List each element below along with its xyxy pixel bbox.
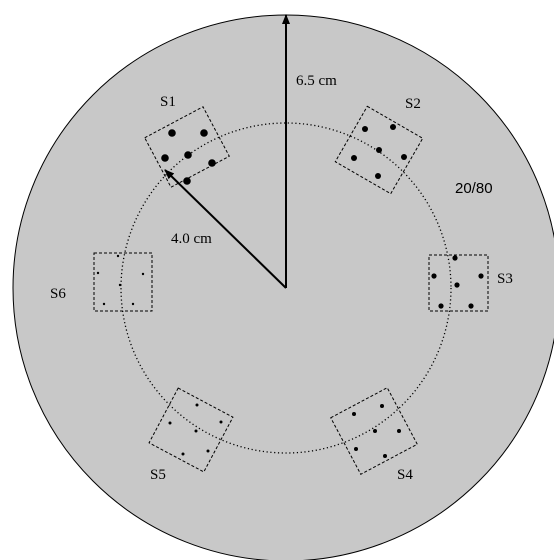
site-s5-dot — [194, 429, 198, 433]
site-s1-dot — [184, 151, 192, 159]
site-s6-dot — [116, 254, 120, 258]
site-s2-dot — [351, 155, 357, 161]
site-s3 — [428, 254, 489, 312]
site-s1-dot — [183, 177, 191, 185]
site-s2-dot — [401, 154, 407, 160]
inner-radius-label: 4.0 cm — [171, 231, 212, 247]
site-s5-dot — [206, 449, 210, 453]
site-s6-box — [93, 252, 153, 312]
inner-dotted-circle — [120, 122, 452, 454]
site-label-s2: S2 — [405, 96, 421, 112]
site-s3-dot — [454, 282, 460, 288]
site-s1-dot — [168, 129, 176, 137]
site-s2-dot — [375, 173, 381, 179]
site-s4-dot — [397, 429, 401, 433]
site-s6-dot — [96, 271, 100, 275]
site-s2-dot — [376, 147, 382, 153]
site-s5-dot — [219, 420, 223, 424]
site-label-s1: S1 — [160, 94, 176, 110]
outer-radius-label: 6.5 cm — [296, 73, 337, 89]
site-s6-dot — [141, 272, 145, 276]
site-s6-dot — [118, 283, 122, 287]
site-s6-dot — [102, 302, 106, 306]
site-s5-dot — [181, 452, 185, 456]
site-s3-box — [428, 254, 489, 312]
site-s1-dot — [161, 154, 169, 162]
inner-radius-arrow — [164, 169, 287, 289]
site-s3-dot — [468, 303, 474, 309]
ratio-label: 20/80 — [455, 180, 493, 197]
site-s4-dot — [352, 412, 356, 416]
site-s2-dot — [362, 126, 368, 132]
site-s3-dot — [431, 273, 437, 279]
site-s2-dot — [390, 124, 396, 130]
site-s3-dot — [478, 273, 484, 279]
site-s4-dot — [383, 454, 387, 458]
site-label-s5: S5 — [150, 467, 166, 483]
site-s3-dot — [452, 255, 458, 261]
site-s1-dot — [200, 129, 208, 137]
site-s6 — [93, 252, 153, 312]
site-s5-dot — [168, 421, 172, 425]
site-label-s6: S6 — [50, 286, 66, 302]
site-s4-dot — [380, 404, 384, 408]
site-s5-dot — [195, 403, 199, 407]
site-s6-dot — [131, 302, 135, 306]
site-label-s3: S3 — [497, 271, 513, 287]
site-s4-dot — [354, 447, 358, 451]
site-s3-dot — [438, 303, 444, 309]
site-s4-dot — [373, 429, 377, 433]
site-label-s4: S4 — [397, 467, 413, 483]
site-s1-dot — [208, 159, 216, 167]
